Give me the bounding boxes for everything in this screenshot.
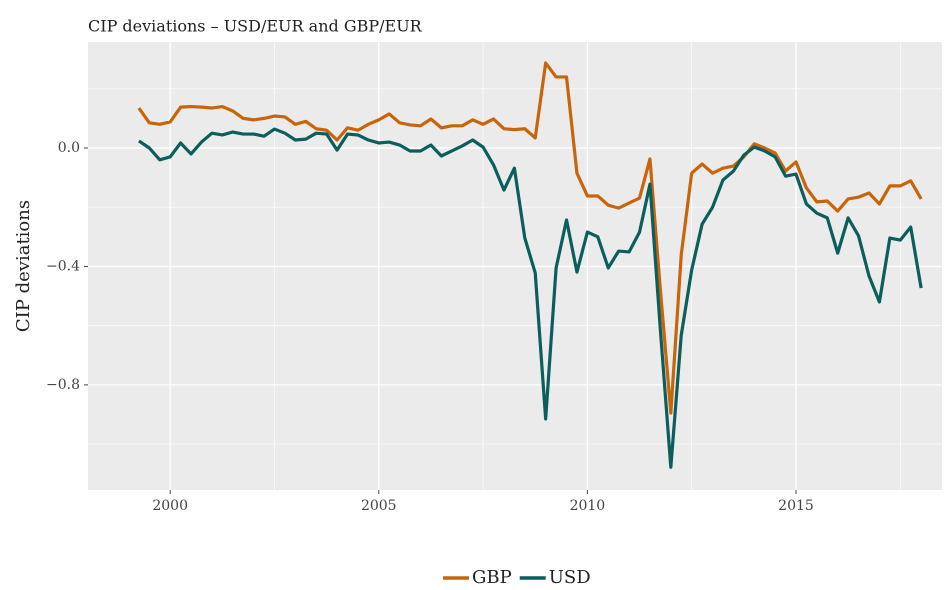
- series-line: [137, 127, 923, 469]
- x-tick-label: 2000: [152, 498, 188, 514]
- x-tick-label: 2015: [778, 498, 814, 514]
- x-tick-label: 2010: [570, 498, 606, 514]
- legend-label: GBP: [472, 567, 512, 588]
- x-tick-label: 2005: [361, 498, 397, 514]
- y-axis-label: CIP deviations: [13, 200, 34, 332]
- legend-label: USD: [549, 567, 591, 588]
- y-tick-label: 0.0: [58, 140, 80, 156]
- y-tick-label: −0.8: [46, 377, 80, 393]
- series-line: [137, 61, 923, 415]
- chart-title: CIP deviations – USD/EUR and GBP/EUR: [88, 17, 423, 36]
- y-tick-label: −0.4: [46, 258, 80, 274]
